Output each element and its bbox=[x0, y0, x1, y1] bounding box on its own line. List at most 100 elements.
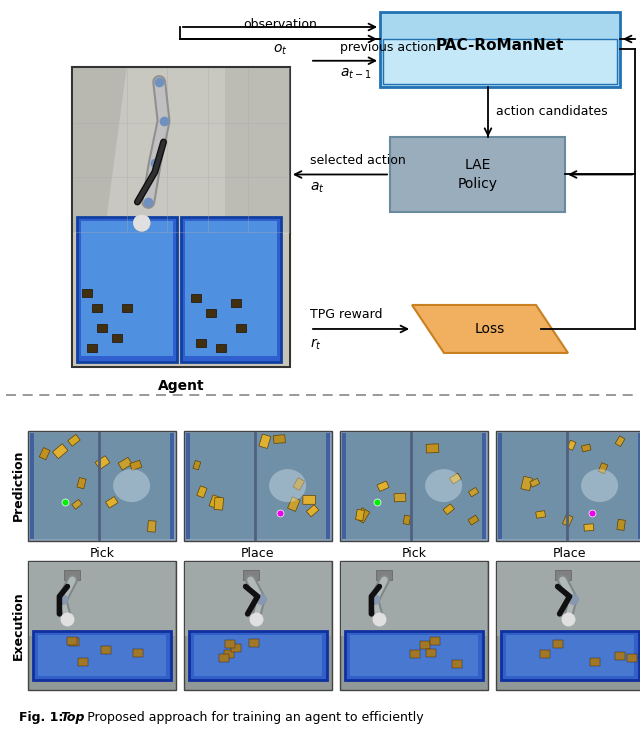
Bar bbox=[536, 511, 545, 518]
Bar bbox=[403, 515, 410, 524]
Bar bbox=[443, 504, 454, 515]
FancyBboxPatch shape bbox=[30, 433, 174, 539]
FancyBboxPatch shape bbox=[243, 570, 259, 580]
FancyBboxPatch shape bbox=[376, 570, 392, 580]
FancyBboxPatch shape bbox=[133, 649, 143, 657]
Text: $a_t$: $a_t$ bbox=[310, 181, 324, 195]
FancyBboxPatch shape bbox=[112, 334, 122, 342]
Ellipse shape bbox=[269, 469, 306, 502]
FancyBboxPatch shape bbox=[326, 433, 330, 539]
FancyBboxPatch shape bbox=[194, 634, 322, 676]
Text: $o_t$: $o_t$ bbox=[273, 43, 287, 58]
FancyBboxPatch shape bbox=[506, 634, 634, 676]
FancyBboxPatch shape bbox=[350, 634, 478, 676]
Bar bbox=[68, 434, 80, 446]
FancyBboxPatch shape bbox=[225, 640, 235, 648]
Text: Loss: Loss bbox=[475, 322, 505, 336]
FancyBboxPatch shape bbox=[206, 309, 216, 317]
Text: Agent: Agent bbox=[157, 379, 204, 393]
Ellipse shape bbox=[581, 469, 618, 502]
FancyBboxPatch shape bbox=[496, 560, 640, 691]
FancyBboxPatch shape bbox=[77, 217, 177, 362]
FancyBboxPatch shape bbox=[236, 324, 246, 332]
Bar bbox=[273, 434, 285, 443]
FancyBboxPatch shape bbox=[185, 221, 277, 356]
Text: : Proposed approach for training an agent to efficiently: : Proposed approach for training an agen… bbox=[79, 711, 424, 724]
Bar bbox=[39, 448, 50, 460]
FancyBboxPatch shape bbox=[73, 68, 289, 232]
FancyBboxPatch shape bbox=[87, 344, 97, 352]
Bar bbox=[106, 497, 118, 508]
FancyBboxPatch shape bbox=[555, 570, 571, 580]
FancyBboxPatch shape bbox=[501, 631, 639, 680]
Bar bbox=[193, 461, 201, 470]
Bar bbox=[563, 515, 573, 527]
FancyBboxPatch shape bbox=[181, 217, 281, 362]
FancyBboxPatch shape bbox=[191, 294, 201, 302]
Bar bbox=[617, 519, 625, 530]
FancyBboxPatch shape bbox=[614, 652, 625, 661]
Bar bbox=[209, 495, 221, 509]
FancyBboxPatch shape bbox=[189, 631, 327, 680]
FancyBboxPatch shape bbox=[33, 631, 171, 680]
FancyBboxPatch shape bbox=[30, 433, 34, 539]
FancyBboxPatch shape bbox=[28, 560, 176, 691]
Ellipse shape bbox=[113, 469, 150, 502]
Bar bbox=[598, 463, 608, 473]
Bar bbox=[377, 481, 389, 491]
FancyBboxPatch shape bbox=[390, 137, 565, 212]
FancyBboxPatch shape bbox=[81, 221, 173, 356]
Bar bbox=[307, 505, 319, 517]
Text: Execution: Execution bbox=[12, 591, 24, 660]
FancyBboxPatch shape bbox=[73, 234, 289, 366]
Bar bbox=[567, 440, 576, 450]
FancyBboxPatch shape bbox=[100, 646, 111, 654]
FancyBboxPatch shape bbox=[170, 433, 174, 539]
Bar bbox=[287, 497, 300, 512]
Bar bbox=[77, 478, 86, 489]
FancyBboxPatch shape bbox=[342, 433, 346, 539]
Text: Pick: Pick bbox=[401, 547, 426, 560]
FancyBboxPatch shape bbox=[342, 433, 486, 539]
FancyBboxPatch shape bbox=[216, 344, 226, 352]
Bar bbox=[147, 521, 156, 532]
FancyBboxPatch shape bbox=[540, 650, 550, 658]
FancyBboxPatch shape bbox=[553, 640, 563, 648]
Bar bbox=[197, 486, 207, 498]
Bar bbox=[95, 455, 110, 470]
FancyBboxPatch shape bbox=[184, 431, 332, 541]
Text: Place: Place bbox=[553, 547, 587, 560]
FancyBboxPatch shape bbox=[627, 654, 637, 662]
FancyBboxPatch shape bbox=[78, 658, 88, 667]
Text: $a_{t-1}$: $a_{t-1}$ bbox=[340, 67, 371, 81]
FancyBboxPatch shape bbox=[231, 299, 241, 307]
Text: Top: Top bbox=[60, 711, 84, 724]
Bar bbox=[530, 479, 540, 487]
Text: PAC-RoManNet: PAC-RoManNet bbox=[436, 38, 564, 53]
Bar bbox=[468, 488, 479, 497]
Bar bbox=[130, 461, 142, 470]
Bar bbox=[615, 436, 625, 446]
FancyBboxPatch shape bbox=[452, 661, 462, 668]
FancyBboxPatch shape bbox=[591, 658, 600, 666]
FancyBboxPatch shape bbox=[69, 638, 79, 646]
Bar bbox=[356, 508, 370, 523]
Bar bbox=[426, 444, 439, 453]
Text: observation: observation bbox=[243, 18, 317, 31]
Text: Fig. 1:: Fig. 1: bbox=[19, 711, 68, 724]
FancyBboxPatch shape bbox=[341, 562, 487, 636]
Text: LAE
Policy: LAE Policy bbox=[458, 158, 497, 191]
FancyBboxPatch shape bbox=[67, 637, 77, 645]
FancyBboxPatch shape bbox=[420, 640, 429, 649]
Text: previous action: previous action bbox=[340, 40, 436, 54]
FancyBboxPatch shape bbox=[38, 634, 166, 676]
Bar bbox=[52, 443, 68, 458]
FancyBboxPatch shape bbox=[65, 570, 81, 580]
Bar bbox=[394, 494, 406, 502]
Ellipse shape bbox=[425, 469, 462, 502]
Bar bbox=[356, 509, 364, 521]
FancyBboxPatch shape bbox=[380, 12, 620, 87]
Text: selected action: selected action bbox=[310, 154, 406, 168]
FancyBboxPatch shape bbox=[186, 433, 190, 539]
FancyBboxPatch shape bbox=[196, 339, 206, 347]
